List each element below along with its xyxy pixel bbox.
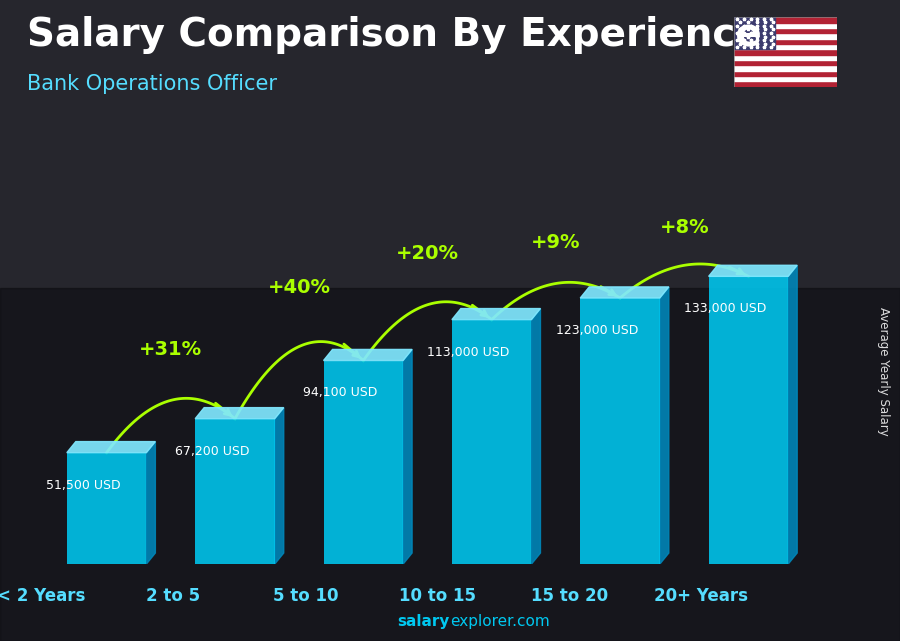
Text: 15 to 20: 15 to 20 <box>531 587 608 604</box>
Polygon shape <box>274 408 284 564</box>
Bar <box>734 28 837 33</box>
Bar <box>0 288 900 641</box>
Text: +8%: +8% <box>660 218 709 237</box>
Text: Salary Comparison By Experience: Salary Comparison By Experience <box>27 16 761 54</box>
Polygon shape <box>147 442 156 564</box>
Bar <box>734 17 775 49</box>
Polygon shape <box>708 265 797 276</box>
Polygon shape <box>532 308 541 564</box>
Text: 94,100 USD: 94,100 USD <box>303 387 377 399</box>
Bar <box>734 38 837 44</box>
Bar <box>734 49 837 54</box>
Text: Average Yearly Salary: Average Yearly Salary <box>878 308 890 436</box>
Text: 113,000 USD: 113,000 USD <box>428 345 509 358</box>
Text: 67,200 USD: 67,200 USD <box>175 445 249 458</box>
Text: +9%: +9% <box>531 233 580 252</box>
Bar <box>708 276 788 564</box>
Text: 5 to 10: 5 to 10 <box>273 587 338 604</box>
Polygon shape <box>323 349 412 360</box>
Text: Bank Operations Officer: Bank Operations Officer <box>27 74 277 94</box>
Text: 20+ Years: 20+ Years <box>654 587 748 604</box>
Polygon shape <box>403 349 412 564</box>
Bar <box>734 17 837 22</box>
Bar <box>734 76 837 81</box>
Bar <box>734 60 837 65</box>
Text: +40%: +40% <box>267 278 330 297</box>
Bar <box>67 453 147 564</box>
Bar <box>734 71 837 76</box>
Text: +31%: +31% <box>140 340 202 359</box>
Text: 10 to 15: 10 to 15 <box>399 587 476 604</box>
Polygon shape <box>660 287 669 564</box>
Bar <box>734 65 837 71</box>
Polygon shape <box>788 265 797 564</box>
Text: salary: salary <box>398 615 450 629</box>
Text: < 2 Years: < 2 Years <box>0 587 86 604</box>
Text: +20%: +20% <box>396 244 459 263</box>
Polygon shape <box>195 408 284 419</box>
Bar <box>734 22 837 28</box>
Text: 2 to 5: 2 to 5 <box>146 587 201 604</box>
Bar <box>734 33 837 38</box>
Polygon shape <box>580 287 669 298</box>
Polygon shape <box>452 308 541 320</box>
Bar <box>734 81 837 87</box>
Bar <box>734 44 837 49</box>
Bar <box>734 54 837 60</box>
Text: 133,000 USD: 133,000 USD <box>684 303 767 315</box>
Text: 123,000 USD: 123,000 USD <box>556 324 638 337</box>
Polygon shape <box>67 442 156 453</box>
Bar <box>195 419 274 564</box>
Bar <box>580 298 660 564</box>
Bar <box>452 320 532 564</box>
Text: 51,500 USD: 51,500 USD <box>46 479 121 492</box>
Text: explorer.com: explorer.com <box>450 615 550 629</box>
Bar <box>323 360 403 564</box>
